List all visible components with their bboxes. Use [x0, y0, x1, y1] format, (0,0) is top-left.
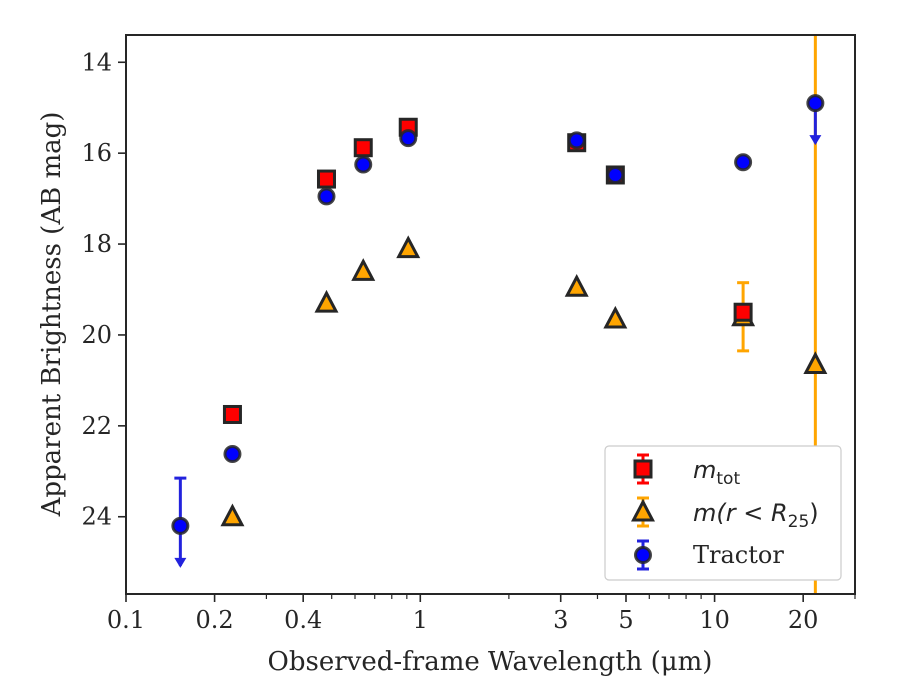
legend-marker-2	[634, 546, 652, 564]
square-marker-0	[222, 404, 242, 424]
circle-marker-5	[567, 131, 586, 150]
legend-item-mtot: mtot	[633, 453, 740, 489]
y-tick-label-1: 16	[81, 139, 112, 167]
legend-box	[604, 445, 842, 581]
triangle-marker-2	[351, 258, 376, 281]
triangle-marker-4	[564, 274, 589, 297]
x-axis-label: Observed-frame Wavelength (μm)	[268, 647, 713, 677]
square-marker-2	[353, 138, 373, 158]
plot-frame	[125, 34, 856, 595]
legend-symbol-triangle	[631, 496, 655, 528]
data-markers	[171, 94, 828, 535]
circle-marker-4	[399, 129, 418, 148]
y-tick-label-5: 24	[81, 503, 112, 531]
square-marker-6	[733, 302, 753, 322]
triangle-marker-5	[603, 305, 628, 329]
legend: mtot m(r < R25) Tractor	[604, 445, 842, 581]
y-axis-label: Apparent Brightness (AB mag)	[37, 112, 67, 518]
x-tick-label-5: 5	[618, 606, 633, 634]
circle-marker-3	[354, 155, 373, 174]
legend-item-mr25: m(r < R25)	[631, 496, 819, 532]
y-tick-label-0: 14	[81, 48, 112, 76]
legend-marker-0	[633, 459, 653, 479]
circle-marker-8	[806, 94, 825, 113]
legend-symbol-square	[633, 453, 653, 485]
x-tick-label-2: 0.4	[284, 606, 322, 634]
x-tick-label-6: 10	[699, 606, 730, 634]
circle-marker-2	[317, 187, 336, 206]
y-tick-label-3: 20	[81, 321, 112, 349]
y-axis-ticks: 14 16 18 20 22 24	[81, 48, 126, 531]
y-tick-label-4: 22	[81, 412, 112, 440]
circle-limit-arrow-0	[174, 557, 187, 568]
circle-marker-6	[606, 165, 625, 184]
legend-label-mtot: mtot	[693, 456, 740, 489]
triangle-marker-0	[220, 503, 245, 527]
legend-label-mr25: m(r < R25)	[693, 499, 819, 532]
legend-marker-1	[631, 498, 655, 522]
x-tick-label-3: 1	[413, 606, 428, 634]
x-axis-ticks: 0.1 0.2 0.4 1 3 5 10 20	[107, 594, 856, 634]
circle-marker-7	[734, 153, 753, 172]
legend-label-tractor: Tractor	[693, 541, 784, 569]
circle-limit-arrow-8	[809, 135, 822, 146]
circle-marker-0	[171, 516, 190, 535]
x-tick-label-0: 0.1	[107, 606, 145, 634]
x-tick-label-1: 0.2	[196, 606, 234, 634]
circle-marker-1	[223, 445, 242, 464]
triangle-marker-3	[396, 235, 421, 259]
square-marker-1	[316, 169, 336, 189]
y-tick-label-2: 18	[81, 230, 112, 258]
legend-symbol-circle	[634, 539, 652, 571]
legend-item-tractor: Tractor	[634, 539, 784, 571]
triangle-marker-1	[314, 289, 339, 313]
triangle-marker-7	[803, 351, 828, 374]
x-tick-label-7: 20	[788, 606, 819, 634]
x-tick-label-4: 3	[553, 606, 568, 634]
